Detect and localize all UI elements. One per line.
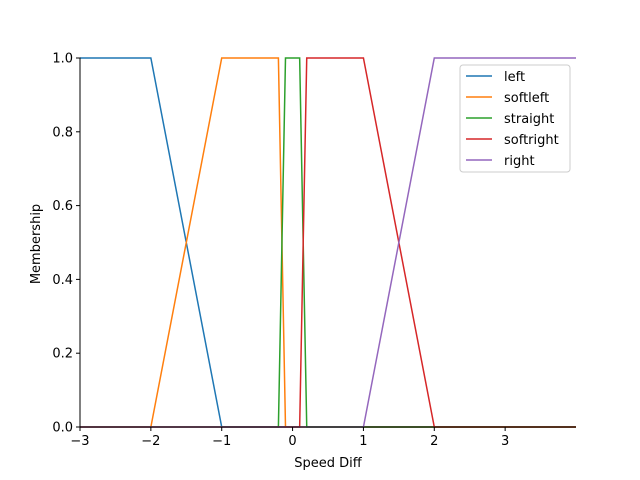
legend-label-softright: softright bbox=[504, 133, 559, 148]
x-tick-label: 0 bbox=[288, 434, 296, 449]
x-tick-label: 1 bbox=[359, 434, 367, 449]
legend-label-softleft: softleft bbox=[504, 91, 549, 106]
x-tick-label: −2 bbox=[141, 434, 160, 449]
x-tick-label: −3 bbox=[70, 434, 89, 449]
y-tick-label: 0.0 bbox=[52, 421, 73, 436]
y-tick-label: 0.2 bbox=[52, 347, 73, 362]
x-tick-label: 3 bbox=[501, 434, 509, 449]
y-tick-label: 1.0 bbox=[52, 52, 73, 67]
y-tick-label: 0.8 bbox=[52, 125, 73, 140]
y-tick-label: 0.6 bbox=[52, 199, 73, 214]
legend-label-left: left bbox=[504, 70, 525, 85]
y-axis-label: Membership bbox=[29, 204, 44, 284]
y-tick-label: 0.4 bbox=[52, 273, 73, 288]
x-tick-label: 2 bbox=[430, 434, 438, 449]
legend-label-straight: straight bbox=[504, 112, 554, 127]
x-tick-label: −1 bbox=[212, 434, 231, 449]
legend: left softleft straight softright right bbox=[459, 64, 571, 173]
axes-layer: −3 −2 −1 0 1 2 3 0.0 0.2 0.4 0.6 0.8 1.0 bbox=[52, 52, 576, 449]
legend-label-right: right bbox=[504, 154, 535, 169]
x-axis-label: Speed Diff bbox=[294, 456, 363, 471]
legend-frame bbox=[459, 64, 571, 173]
